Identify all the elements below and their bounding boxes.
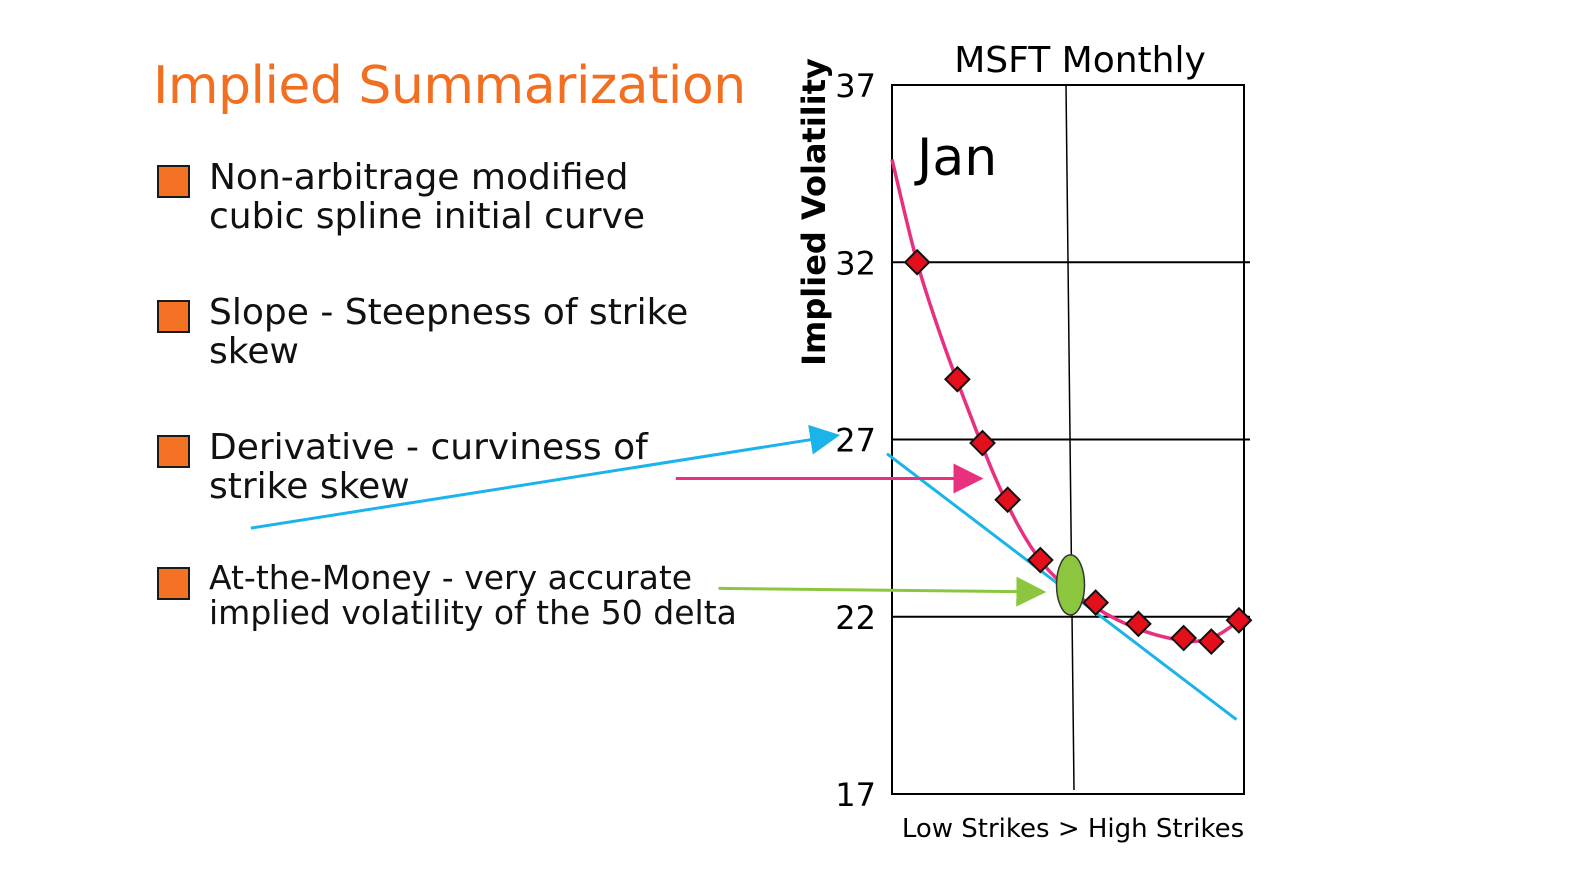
plot-frame — [891, 84, 1245, 795]
bullet-square-icon — [157, 567, 190, 600]
data-point — [1197, 628, 1225, 655]
bullet-line: cubic spline initial curve — [209, 196, 646, 237]
slide-title: Implied Summarization — [153, 56, 746, 116]
bullet-text: At-the-Money - very accurate implied vol… — [209, 560, 737, 630]
bullet-line: At-the-Money - very accurate — [209, 558, 693, 597]
bullet-line: skew — [209, 331, 299, 372]
x-axis-label: Low Strikes > High Strikes — [902, 814, 1244, 844]
chart-title: MSFT Monthly — [954, 40, 1206, 81]
y-tick-label-32: 32 — [835, 244, 876, 282]
data-point — [969, 429, 996, 457]
bullet-line: strike skew — [209, 466, 410, 507]
atm-marker — [1055, 554, 1086, 616]
bullet-line: Derivative - curviness of — [209, 427, 648, 468]
bullet-text: Derivative - curviness of strike skew — [209, 428, 648, 506]
bullet-square-icon — [157, 165, 190, 198]
data-point — [903, 248, 931, 276]
y-tick-label-27: 27 — [835, 422, 876, 460]
bullet-text: Non-arbitrage modified cubic spline init… — [209, 158, 645, 236]
data-point — [1124, 610, 1152, 638]
data-point — [943, 365, 971, 393]
data-point — [1082, 589, 1110, 616]
atm-arrow — [718, 576, 1047, 607]
bullet-line: Slope - Steepness of strike — [209, 292, 689, 333]
bullet-line: implied volatility of the 50 delta — [209, 593, 737, 632]
bullet-square-icon — [157, 300, 190, 333]
y-tick-label-22: 22 — [835, 599, 876, 637]
data-point — [1170, 624, 1198, 652]
y-tick-label-17: 17 — [835, 776, 876, 814]
chart-annotation-jan: Jan — [914, 128, 997, 188]
data-point — [1225, 606, 1253, 634]
y-tick-label-37: 37 — [835, 67, 876, 105]
bullet-text: Slope - Steepness of strike skew — [209, 293, 688, 371]
data-point — [1026, 546, 1054, 574]
slope-arrow — [250, 424, 841, 530]
bullet-line: Non-arbitrage modified — [209, 157, 629, 198]
bullet-square-icon — [157, 435, 190, 468]
vertical-atm-line — [1065, 84, 1075, 791]
y-axis-label: Implied Volatility — [795, 58, 833, 366]
data-point — [994, 486, 1022, 514]
